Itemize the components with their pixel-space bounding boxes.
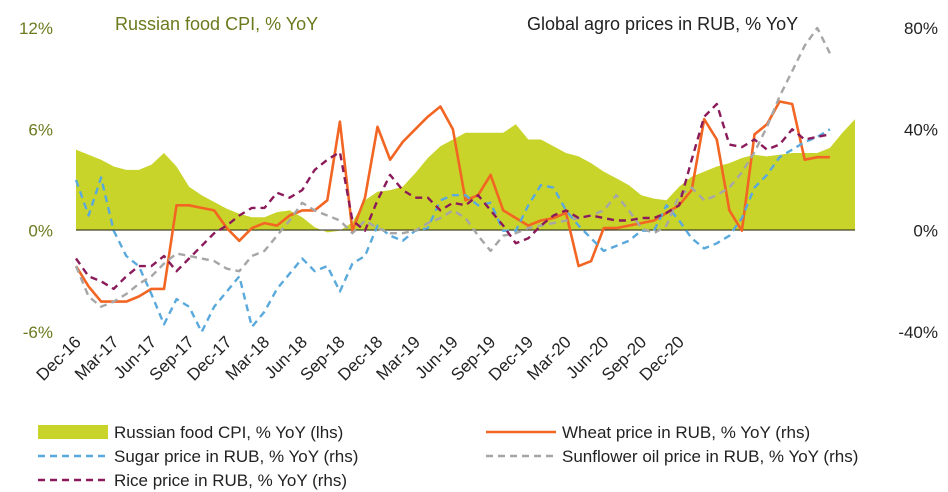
- y-left-tick-label: 12%: [19, 19, 53, 38]
- legend-item-wheat-price-in-rub-yoy-rhs: Wheat price in RUB, % YoY (rhs): [486, 423, 810, 442]
- y-left-tick-label: 0%: [28, 222, 53, 241]
- y-right-tick-label: 0%: [913, 222, 938, 241]
- series-line-rice-price-in-rub-yoy-rhs: [75, 102, 831, 291]
- y-left-tick-label: -6%: [23, 323, 53, 342]
- plot-line-series: [74, 26, 831, 334]
- legend-label: Sugar price in RUB, % YoY (rhs): [114, 447, 358, 466]
- y-right-tick-label: 80%: [904, 19, 938, 38]
- legend: Russian food CPI, % YoY (lhs) Wheat price…: [38, 423, 858, 490]
- legend-item-rice-price-in-rub-yoy-rhs: Rice price in RUB, % YoY (rhs): [38, 471, 347, 490]
- y-right-tick-label: -40%: [898, 323, 938, 342]
- legend-label: Russian food CPI, % YoY (lhs): [114, 423, 343, 442]
- plot-area-series: [76, 119, 855, 233]
- y-right-tick-label: 40%: [904, 120, 938, 139]
- series-line-wheat-price-in-rub-yoy-rhs: [74, 100, 830, 303]
- x-axis: Dec-16Mar-17Jun-17Sep-17Dec-17Mar-18Jun-…: [33, 332, 688, 384]
- legend-item-sugar-price-in-rub-yoy-rhs: Sugar price in RUB, % YoY (rhs): [38, 447, 358, 466]
- series-line-sugar-price-in-rub-yoy-rhs: [74, 128, 831, 334]
- right-axis-title: Global agro prices in RUB, % YoY: [527, 14, 798, 34]
- legend-item-russian-food-cpi-yoy-lhs: Russian food CPI, % YoY (lhs): [38, 423, 343, 442]
- y-axis-left: 12% 6% 0% -6%: [19, 19, 53, 342]
- legend-label: Sunflower oil price in RUB, % YoY (rhs): [562, 447, 858, 466]
- y-left-tick-label: 6%: [28, 120, 53, 139]
- legend-item-sunflower-oil-price-in-rub-yoy-rhs: Sunflower oil price in RUB, % YoY (rhs): [486, 447, 858, 466]
- legend-label: Rice price in RUB, % YoY (rhs): [114, 471, 347, 490]
- y-axis-right: 80% 40% 0% -40%: [898, 19, 938, 342]
- left-axis-title: Russian food CPI, % YoY: [115, 14, 318, 34]
- legend-label: Wheat price in RUB, % YoY (rhs): [562, 423, 810, 442]
- series-area-russian-food-cpi-yoy-lhs: [76, 119, 855, 233]
- legend-swatch: [38, 425, 108, 439]
